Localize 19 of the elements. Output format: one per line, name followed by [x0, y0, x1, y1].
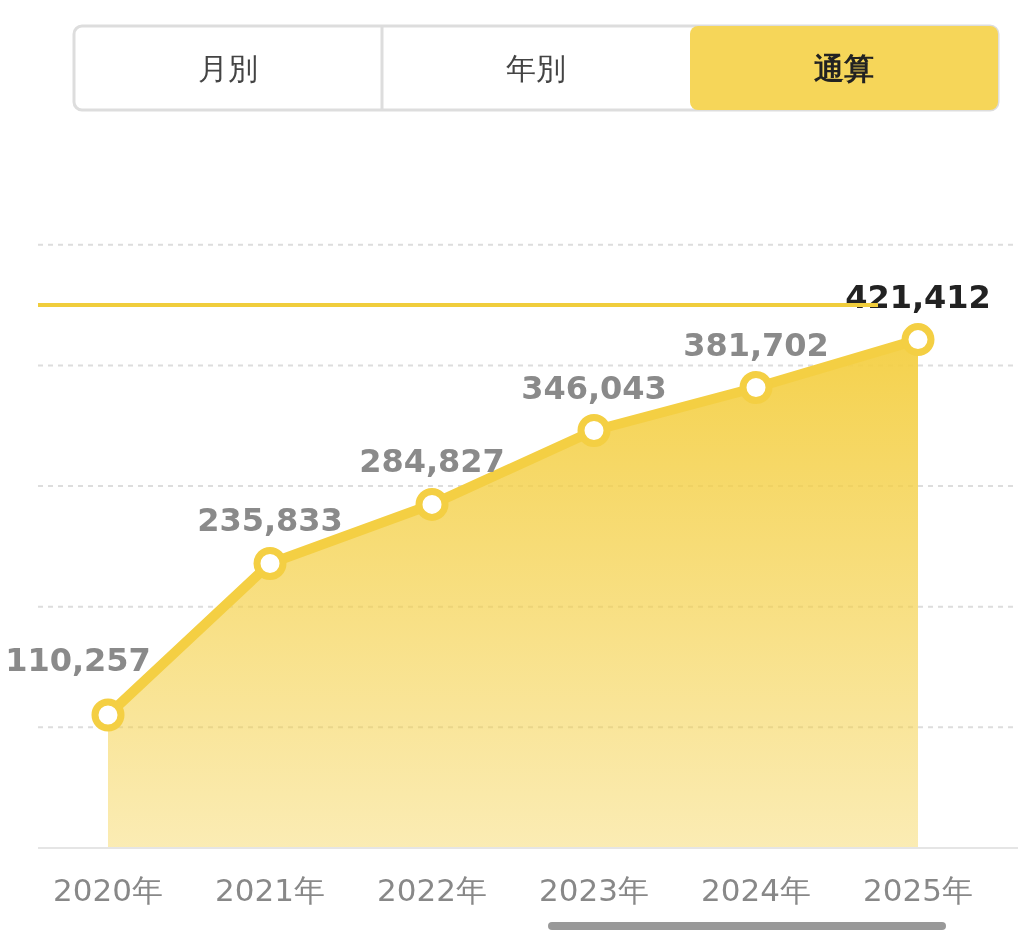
point [91, 698, 125, 732]
x-tick-label: 2021年 [215, 872, 325, 908]
data-label: 346,043 [521, 368, 667, 407]
point [253, 546, 287, 580]
x-tick-label: 2020年 [53, 872, 163, 908]
x-tick-label: 2024年 [701, 872, 811, 908]
x-tick-label: 2022年 [377, 872, 487, 908]
data-label: 381,702 [683, 325, 829, 364]
point [415, 487, 449, 521]
data-label: 110,257 [5, 640, 151, 679]
data-label: 235,833 [197, 501, 343, 540]
x-tick-label: 2025年 [863, 872, 973, 908]
point [577, 414, 611, 448]
point [901, 323, 935, 357]
point [739, 371, 773, 404]
x-tick-label: 2023年 [539, 872, 649, 908]
data-label: 421,412 [845, 277, 991, 316]
segmented-control: 月別 年別 通算 [72, 24, 1000, 112]
data-label: 284,827 [359, 442, 505, 481]
